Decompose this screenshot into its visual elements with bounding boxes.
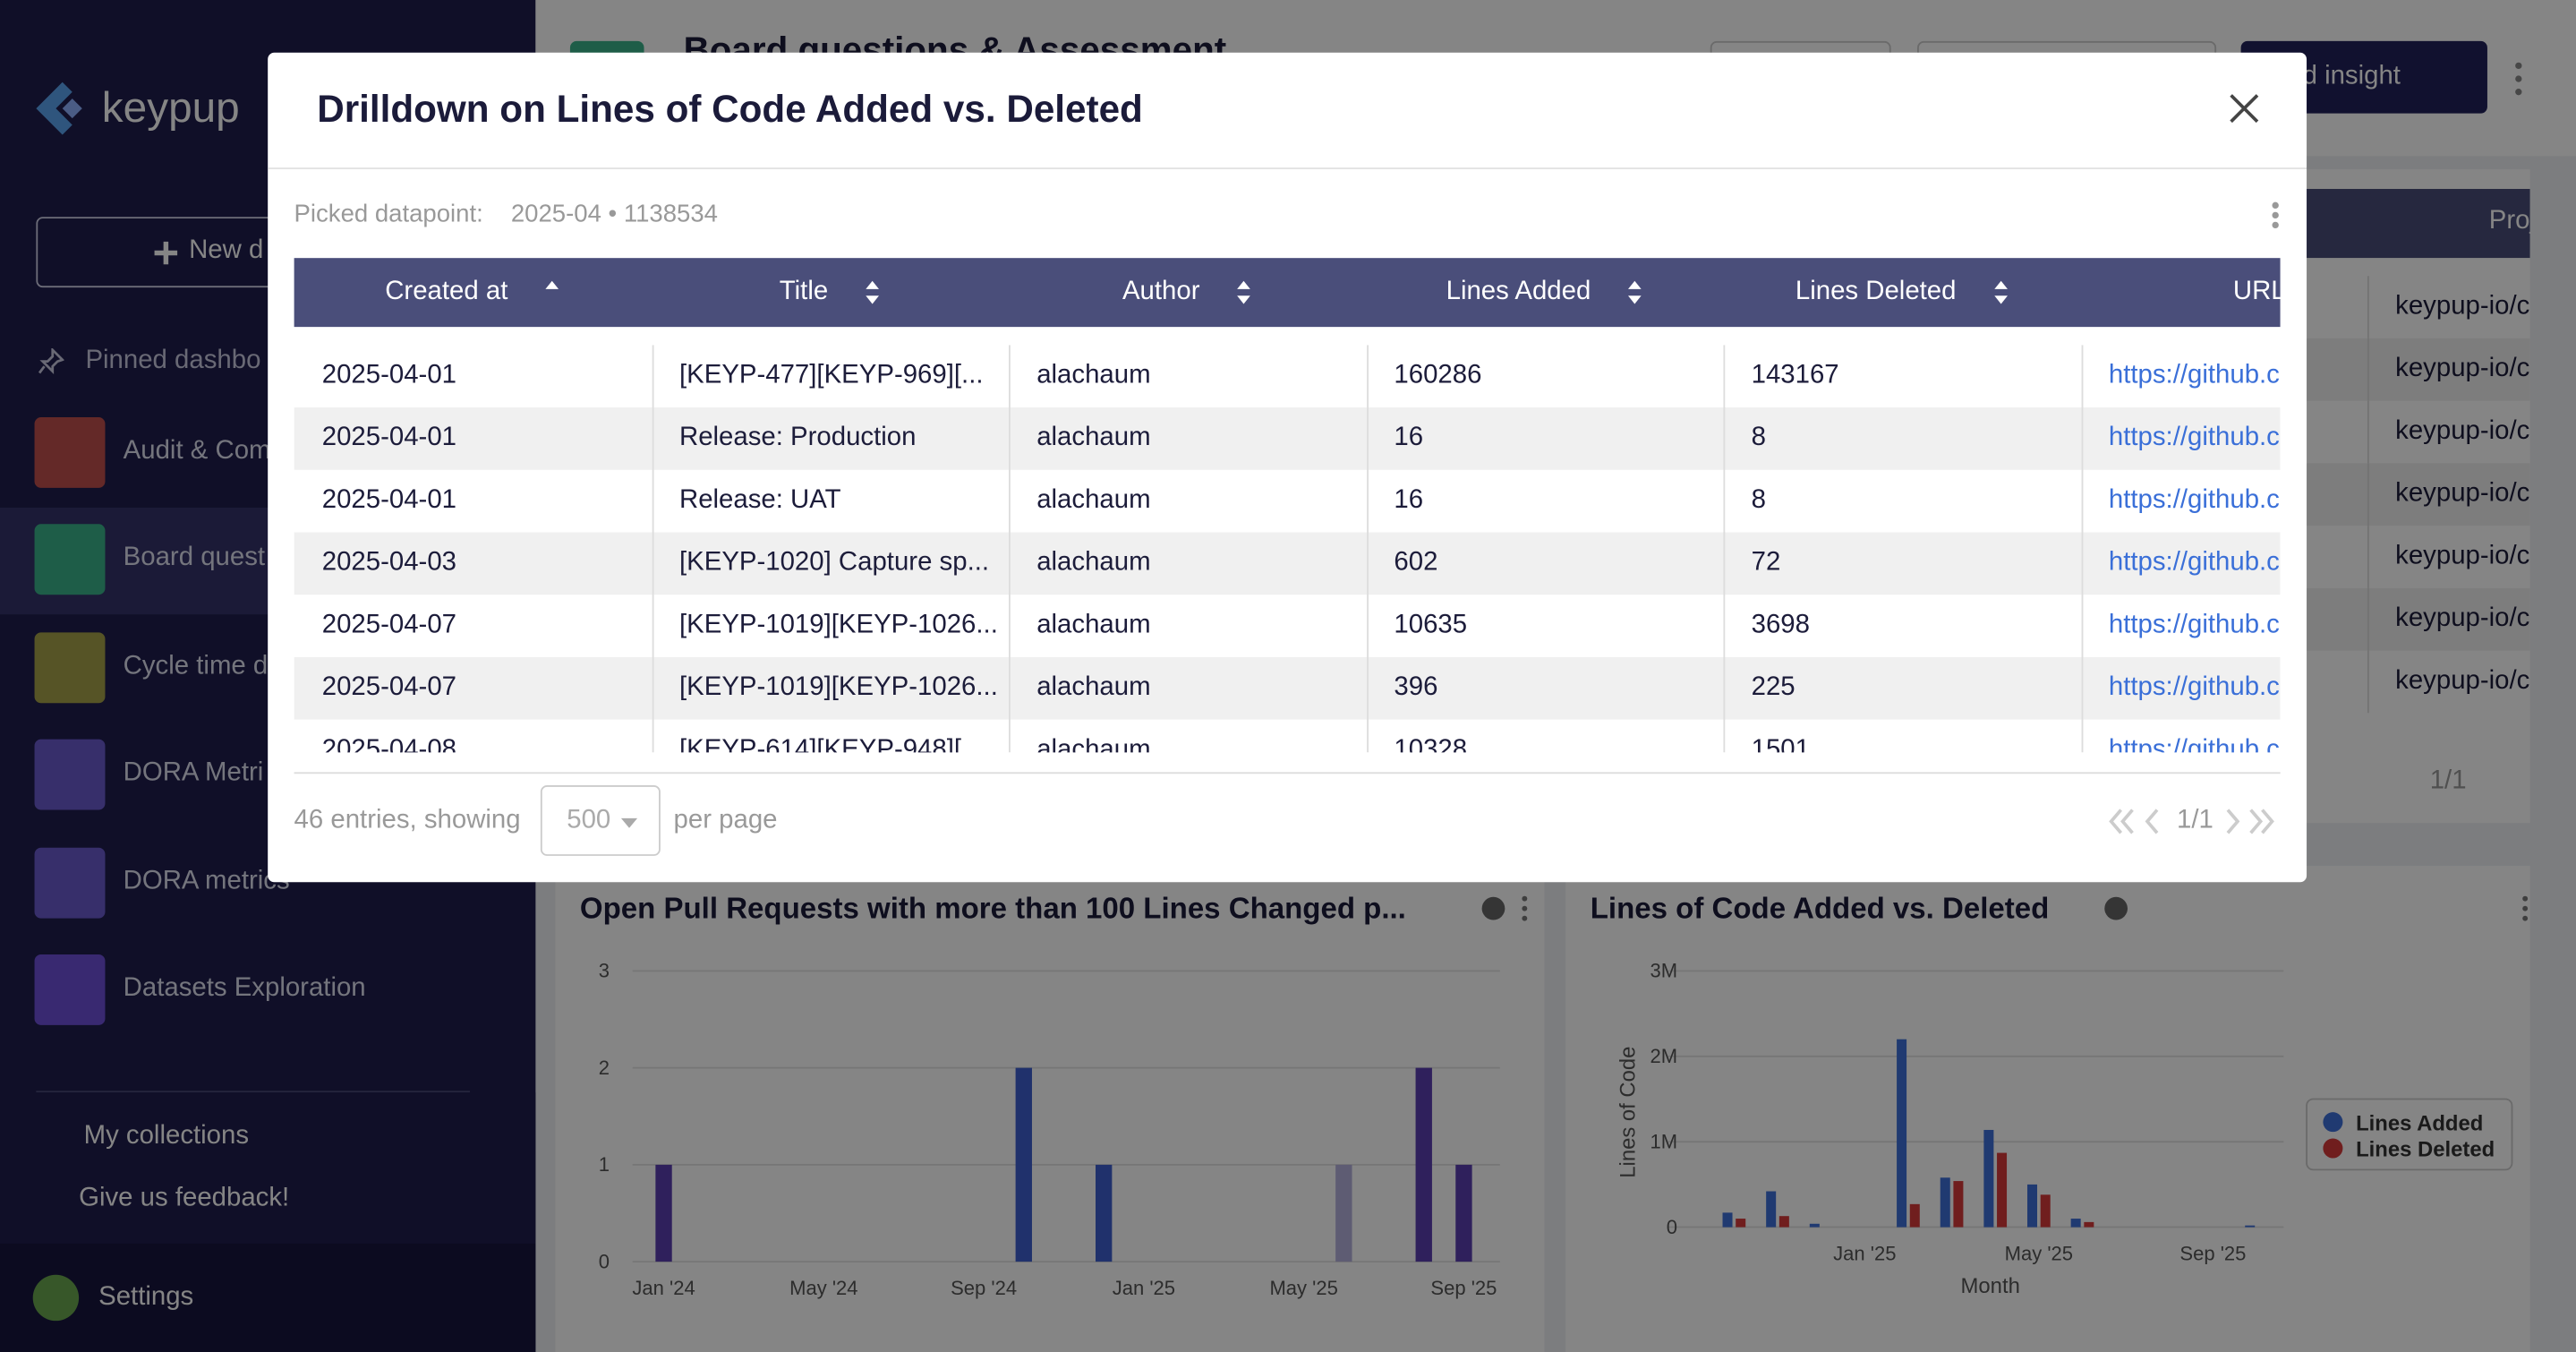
sort-icon[interactable] bbox=[544, 279, 560, 305]
cell: 16 bbox=[1366, 407, 1723, 470]
table: Created at Title Author Lines Added Lines De… bbox=[294, 258, 2281, 774]
cell: 1501 bbox=[1723, 720, 2080, 753]
cell: 2025-04-01 bbox=[294, 345, 652, 407]
cell: 143167 bbox=[1723, 345, 2080, 407]
link[interactable]: https://github.c bbox=[2081, 657, 2281, 720]
column-label: Author bbox=[1122, 278, 1200, 307]
sort-icon[interactable] bbox=[865, 279, 881, 305]
column-divider bbox=[652, 345, 653, 752]
cell: 10328 bbox=[1366, 720, 1723, 753]
column-label: Title bbox=[780, 278, 828, 307]
column-label: Created at bbox=[385, 278, 508, 307]
column-label: URL bbox=[2233, 278, 2281, 307]
column-header[interactable]: Created at bbox=[294, 258, 652, 327]
link[interactable]: https://github.c bbox=[2081, 470, 2281, 533]
cell: alachaum bbox=[1009, 407, 1366, 470]
cell: 160286 bbox=[1366, 345, 1723, 407]
cell: 225 bbox=[1723, 657, 2080, 720]
cell: 8 bbox=[1723, 407, 2080, 470]
cell: 16 bbox=[1366, 470, 1723, 533]
cell: [KEYP-614][KEYP-948][... bbox=[652, 720, 1009, 753]
cell: 3698 bbox=[1723, 595, 2080, 657]
cell: 396 bbox=[1366, 657, 1723, 720]
picked-label: Picked datapoint: bbox=[294, 201, 483, 228]
menu-dot bbox=[2272, 212, 2278, 218]
column-divider bbox=[1009, 345, 1011, 752]
close-button[interactable] bbox=[2228, 92, 2261, 125]
menu-dot bbox=[2272, 222, 2278, 228]
sort-icon[interactable] bbox=[1236, 279, 1252, 305]
cell: Release: UAT bbox=[652, 470, 1009, 533]
column-header[interactable]: URL bbox=[2081, 258, 2281, 327]
cell: [KEYP-1019][KEYP-1026... bbox=[652, 657, 1009, 720]
entries: 46 entries, showing bbox=[294, 807, 521, 836]
cell: 2025-04-08 bbox=[294, 720, 652, 753]
cell: 2025-04-01 bbox=[294, 407, 652, 470]
divider bbox=[268, 167, 2307, 169]
link[interactable]: https://github.c bbox=[2081, 345, 2281, 407]
modal-title: Drilldown on Lines of Code Added vs. Del… bbox=[317, 87, 1143, 132]
cell: alachaum bbox=[1009, 345, 1366, 407]
cell: 2025-04-01 bbox=[294, 470, 652, 533]
cell: 10635 bbox=[1366, 595, 1723, 657]
page-indicator: 1/1 bbox=[2177, 807, 2213, 836]
column-divider bbox=[1723, 345, 1725, 752]
cell: alachaum bbox=[1009, 595, 1366, 657]
column-label: Lines Deleted bbox=[1796, 278, 1957, 307]
cell: 602 bbox=[1366, 532, 1723, 595]
cell: alachaum bbox=[1009, 657, 1366, 720]
table-body: 2025-04-01[KEYP-477][KEYP-969][...alacha… bbox=[294, 345, 2281, 752]
cell: 8 bbox=[1723, 470, 2080, 533]
column-header[interactable]: Title bbox=[652, 258, 1009, 327]
cell: 72 bbox=[1723, 532, 2080, 595]
link[interactable]: https://github.c bbox=[2081, 532, 2281, 595]
cell: alachaum bbox=[1009, 720, 1366, 753]
cell: alachaum bbox=[1009, 470, 1366, 533]
column-divider bbox=[1366, 345, 1368, 752]
column-header[interactable]: Lines Added bbox=[1366, 258, 1723, 327]
column-divider bbox=[2081, 345, 2083, 752]
menu-dot bbox=[2272, 202, 2278, 209]
cell: Release: Production bbox=[652, 407, 1009, 470]
cell: 2025-04-07 bbox=[294, 595, 652, 657]
per-page-select[interactable]: 500 bbox=[541, 785, 661, 856]
link[interactable]: https://github.c bbox=[2081, 720, 2281, 753]
column-header[interactable]: Lines Deleted bbox=[1723, 258, 2080, 327]
picked-value: 2025-04 • 1138534 bbox=[511, 201, 718, 228]
sort-icon[interactable] bbox=[1627, 279, 1643, 305]
cell: 2025-04-03 bbox=[294, 532, 652, 595]
cell: alachaum bbox=[1009, 532, 1366, 595]
cell: [KEYP-477][KEYP-969][... bbox=[652, 345, 1009, 407]
cell: 2025-04-07 bbox=[294, 657, 652, 720]
per-page-value: 500 bbox=[567, 807, 610, 836]
cell: [KEYP-1019][KEYP-1026... bbox=[652, 595, 1009, 657]
column-label: Lines Added bbox=[1446, 278, 1591, 307]
link[interactable]: https://github.c bbox=[2081, 595, 2281, 657]
sort-icon[interactable] bbox=[1992, 279, 2009, 305]
modal: Drilldown on Lines of Code Added vs. Del… bbox=[268, 53, 2307, 883]
caret bbox=[621, 818, 637, 828]
cell: [KEYP-1020] Capture sp... bbox=[652, 532, 1009, 595]
per-page-label: per page bbox=[674, 807, 778, 836]
link[interactable]: https://github.c bbox=[2081, 407, 2281, 470]
column-header[interactable]: Author bbox=[1009, 258, 1366, 327]
